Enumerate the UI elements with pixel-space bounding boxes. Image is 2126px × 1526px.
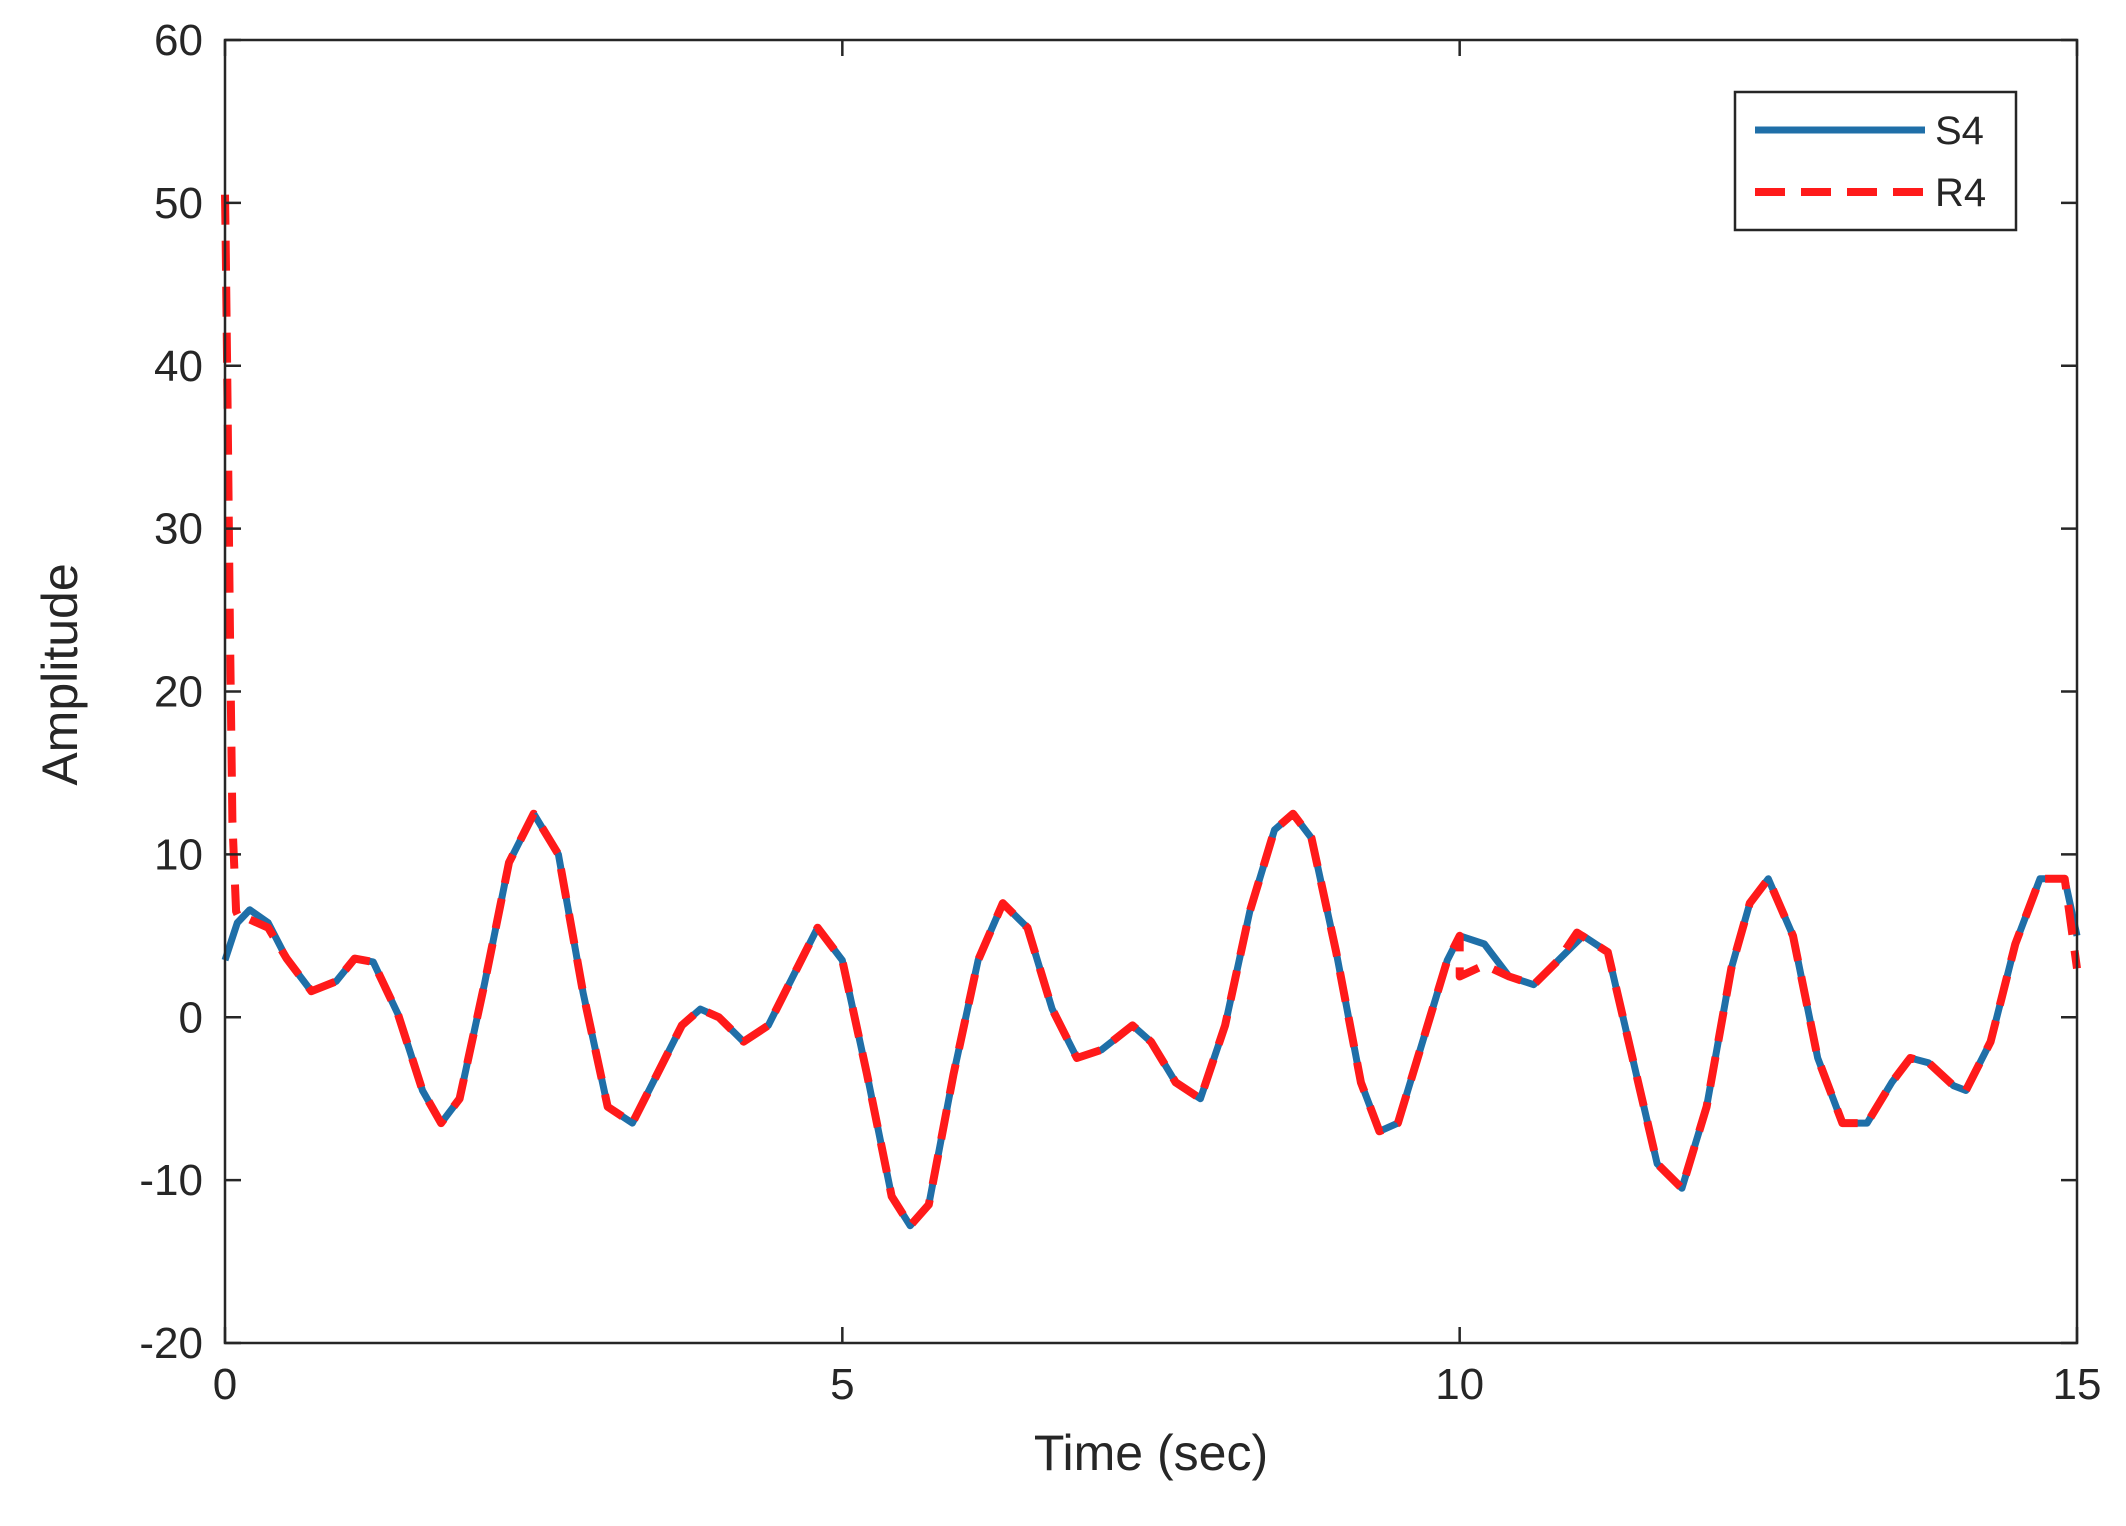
y-tick-label: 0	[179, 993, 203, 1042]
x-tick-label: 0	[213, 1360, 237, 1409]
series-line-r4	[221, 194, 2081, 1230]
y-tick-label: 60	[154, 16, 203, 65]
x-axis-label: Time (sec)	[1034, 1425, 1268, 1481]
legend-label-s4: S4	[1935, 109, 1984, 153]
y-tick-label: 20	[154, 668, 203, 717]
legend-label-r4: R4	[1935, 171, 1986, 215]
y-axis-label: Amplitude	[32, 563, 88, 785]
x-tick-label: 15	[2053, 1360, 2102, 1409]
axis-tick-labels: 0 5 10 15 -20 -10 0 10 20 30 40 50 60	[139, 16, 2101, 1409]
y-tick-label: 50	[154, 179, 203, 228]
legend-box	[1733, 90, 2018, 232]
y-tick-label: -10	[139, 1156, 203, 1205]
y-tick-label: 10	[154, 830, 203, 879]
plot-lines	[221, 194, 2081, 1230]
x-tick-label: 10	[1435, 1360, 1484, 1409]
y-tick-label: -20	[139, 1319, 203, 1368]
y-tick-label: 40	[154, 342, 203, 391]
x-tick-label: 5	[830, 1360, 854, 1409]
y-tick-label: 30	[154, 505, 203, 554]
axis-ticks	[223, 38, 2079, 1345]
